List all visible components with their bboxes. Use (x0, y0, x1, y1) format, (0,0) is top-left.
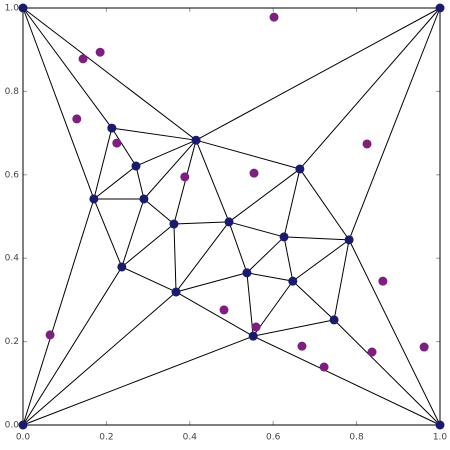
y-tick-label: 0.8 (5, 87, 20, 97)
edge (111, 127, 137, 167)
edge (195, 7, 441, 141)
edge (284, 236, 350, 241)
edge (121, 223, 175, 268)
point (378, 276, 388, 286)
edge (22, 7, 197, 141)
edge (292, 280, 335, 321)
edge (143, 198, 175, 225)
node (295, 164, 305, 174)
x-tick-label: 1.0 (433, 433, 448, 443)
edge (135, 139, 197, 167)
edge (283, 236, 294, 282)
edge (173, 223, 177, 292)
edge (283, 168, 301, 238)
edge (175, 272, 248, 293)
point (367, 347, 377, 357)
x-tick-label: 0.6 (266, 433, 281, 443)
node (18, 420, 28, 430)
edge (175, 291, 254, 337)
point (269, 12, 279, 22)
edge (348, 239, 441, 426)
node (329, 315, 339, 325)
node (169, 219, 179, 229)
edge (299, 168, 350, 241)
y-tick-label: 0.6 (5, 170, 20, 180)
edge (22, 198, 95, 426)
edge (228, 221, 285, 238)
edge (111, 127, 197, 141)
edge (121, 266, 177, 293)
edge (292, 239, 350, 282)
edge (22, 7, 113, 129)
node (279, 232, 289, 242)
point (249, 168, 259, 178)
edge (348, 7, 441, 241)
edge (22, 7, 95, 200)
point (78, 54, 88, 64)
node (18, 3, 28, 13)
node (117, 262, 127, 272)
node (107, 123, 117, 133)
edge (252, 335, 441, 426)
node (344, 235, 354, 245)
node (191, 135, 201, 145)
edge (93, 165, 137, 200)
node (89, 194, 99, 204)
edge (246, 236, 285, 274)
edge (228, 221, 248, 273)
edge (173, 221, 230, 225)
node (435, 3, 445, 13)
edge (121, 198, 145, 268)
y-tick-label: 0.0 (5, 421, 20, 431)
node (139, 194, 149, 204)
point (180, 172, 190, 182)
edge (333, 239, 350, 321)
point (219, 305, 229, 315)
y-tick-label: 0.2 (5, 337, 19, 347)
y-tick-label: 1.0 (5, 4, 20, 14)
x-tick-label: 0.4 (183, 433, 198, 443)
edge (195, 139, 301, 170)
edge (299, 7, 441, 170)
point (112, 138, 122, 148)
edge (333, 319, 441, 426)
edge (22, 266, 123, 426)
node (435, 420, 445, 430)
edge (173, 140, 197, 225)
edge (228, 168, 301, 223)
edge (135, 165, 145, 200)
edge (93, 127, 113, 200)
point (95, 47, 105, 57)
node (171, 287, 181, 297)
edge (22, 335, 254, 426)
point (45, 330, 55, 340)
edge (253, 319, 335, 337)
x-tick-label: 0.2 (99, 433, 113, 443)
node (242, 268, 252, 278)
node (248, 331, 258, 341)
point (72, 114, 82, 124)
node (288, 276, 298, 286)
edge (195, 140, 230, 223)
point (419, 342, 429, 352)
edge (175, 221, 230, 293)
x-tick-label: 0.8 (349, 433, 364, 443)
edge (143, 139, 197, 200)
x-tick-label: 0.0 (16, 433, 31, 443)
point (362, 139, 372, 149)
edge (93, 198, 123, 268)
point (297, 341, 307, 351)
y-tick-label: 0.4 (5, 254, 20, 264)
node (224, 217, 234, 227)
point (251, 322, 261, 332)
node (131, 161, 141, 171)
point (319, 362, 329, 372)
edge (246, 272, 293, 282)
edge (22, 291, 177, 426)
